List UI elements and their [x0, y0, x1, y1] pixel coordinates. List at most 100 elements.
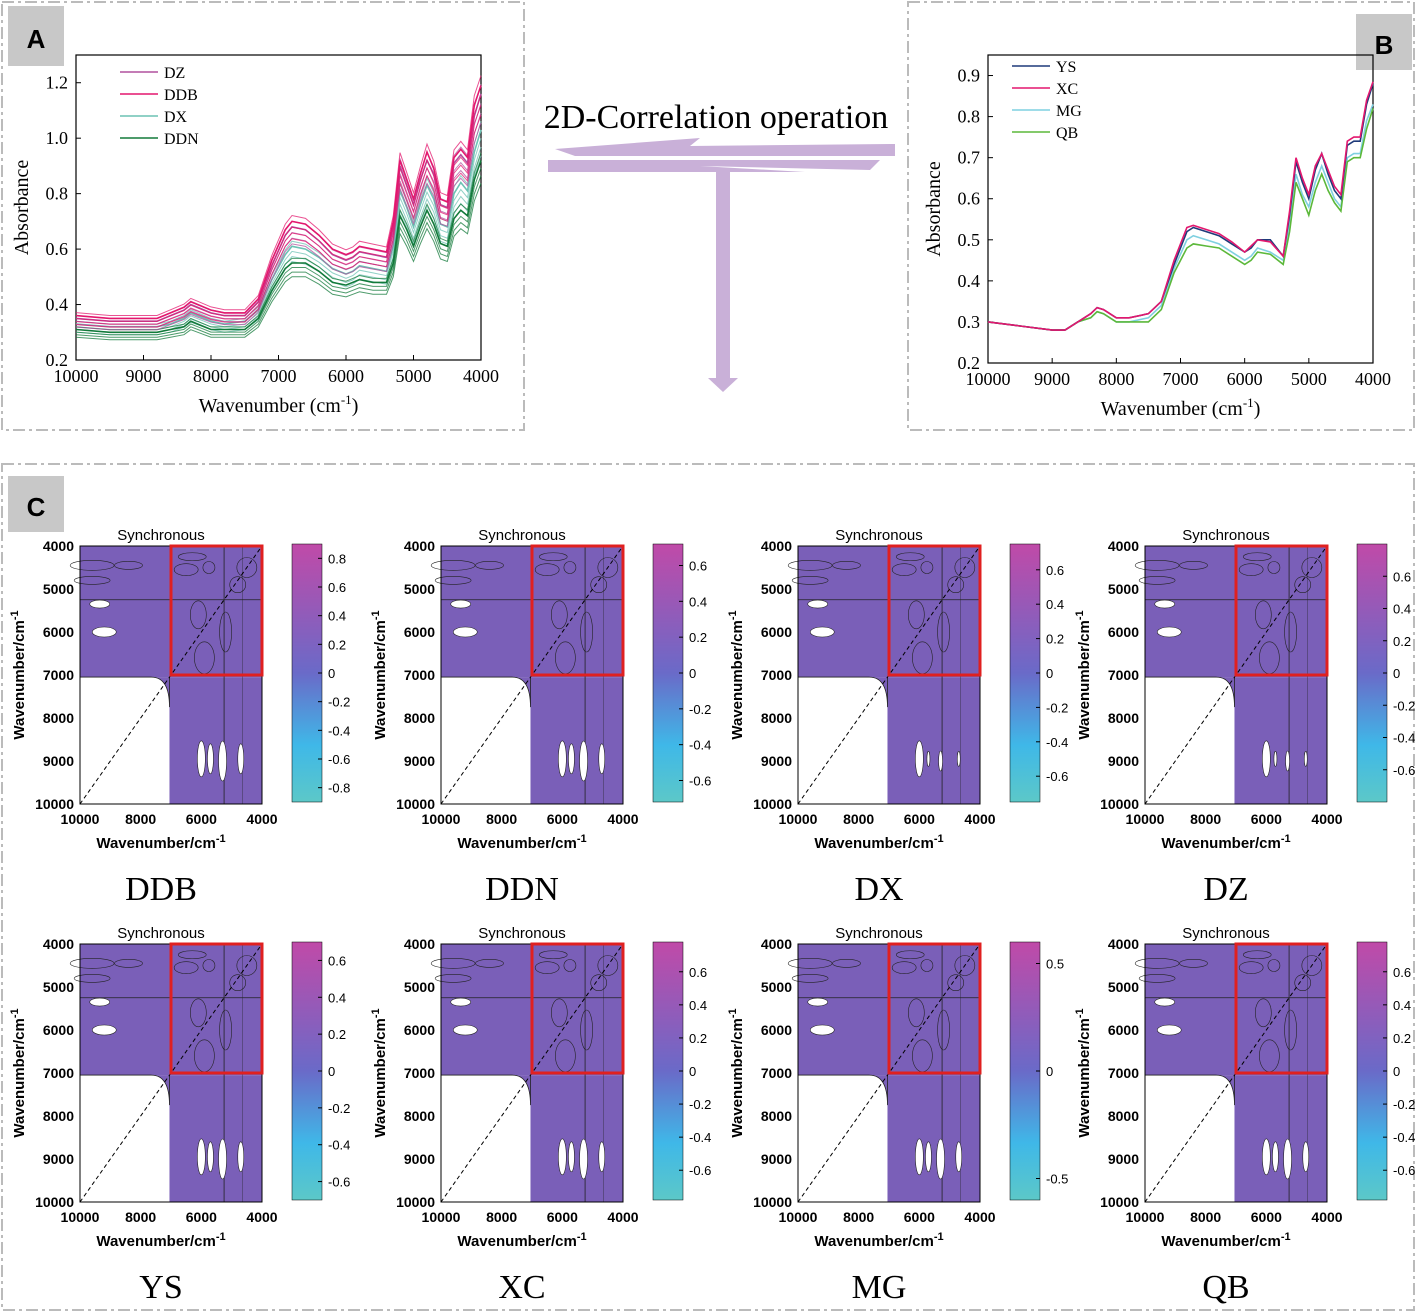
colorbar-tick-label: 0.8 [328, 551, 346, 566]
colorbar-tick-label: -0.4 [328, 723, 350, 738]
map-contour-blob [534, 961, 560, 974]
map-y-tick-label: 5000 [761, 979, 792, 995]
map-contour-blob [1179, 959, 1208, 968]
colorbar-tick-label: -0.4 [689, 738, 711, 753]
panel-c-frame [1, 463, 1415, 1311]
map-x-tick-label: 10000 [61, 811, 100, 827]
legend-label-xc: XC [1056, 81, 1078, 98]
map-contour-blob [202, 959, 216, 972]
map-y-tick-label: 9000 [404, 753, 435, 769]
map-y-tick-label: 6000 [404, 624, 435, 640]
colorbar-tick-label: 0.6 [1046, 563, 1064, 578]
map-highlight-box [169, 544, 264, 677]
map-contour-blob [895, 950, 925, 960]
map-contour-blob [550, 600, 568, 630]
map-contour-blob [597, 557, 619, 578]
map-x-tick-label: 10000 [779, 1209, 818, 1225]
colorbar-tick-label: -0.4 [328, 1138, 350, 1153]
colorbar-tick-label: 0 [1046, 666, 1053, 681]
map-contour-blob [832, 561, 861, 570]
map-contour-blob [1301, 955, 1323, 976]
series-line-xc [987, 81, 1374, 331]
colorbar [291, 941, 323, 1201]
map-contour-blob [114, 959, 143, 968]
map-sample-name: XC [498, 1269, 545, 1306]
map-dz: Synchronous 10000 8000 6000 4000 4000 5000 6000… [1074, 527, 1415, 908]
map-title: Synchronous [1182, 527, 1270, 544]
y-tick-label: 0.4 [46, 295, 69, 315]
map-contour-blob [563, 959, 577, 972]
map-hole [926, 751, 931, 767]
colorbar-tick-label: -0.2 [1393, 1097, 1415, 1112]
x-tick-label: 10000 [54, 366, 99, 386]
map-mg: Synchronous 10000 8000 6000 4000 4000 5000 6000… [727, 925, 1068, 1306]
colorbar-tick-label: 0 [328, 1064, 335, 1079]
map-sample-name: DX [854, 871, 903, 908]
map-x-tick-label: 4000 [1311, 1209, 1342, 1225]
series-line-ys [987, 83, 1374, 331]
y-tick-label: 0.5 [958, 230, 981, 250]
map-y-tick-label: 9000 [1108, 1151, 1139, 1167]
map-y-tick-label: 10000 [35, 796, 74, 812]
map-contour-blob [1134, 958, 1180, 969]
colorbar-tick-label: -0.6 [1393, 1163, 1415, 1178]
colorbar-tick-label: -0.6 [328, 752, 350, 767]
map-sample-name: QB [1202, 1269, 1249, 1306]
y-tick-label: 0.8 [46, 184, 69, 204]
colorbar-tick-label: 0.2 [1393, 1031, 1411, 1046]
y-tick-label: 0.9 [958, 66, 981, 86]
map-y-tick-label: 8000 [761, 1108, 792, 1124]
map-title: Synchronous [835, 527, 923, 544]
map-contour-blob [947, 576, 965, 594]
map-y-tick-label: 5000 [1108, 581, 1139, 597]
series-line-dz [75, 112, 482, 328]
map-x-axis-label: Wavenumber/cm-1 [1161, 833, 1290, 852]
map-y-tick-label: 6000 [761, 624, 792, 640]
map-x-axis-label: Wavenumber/cm-1 [1161, 1231, 1290, 1250]
map-contour-blob [787, 560, 833, 571]
map-y-axis-label: Wavenumber/cm-1 [1074, 610, 1093, 739]
x-tick-label: 6000 [328, 366, 364, 386]
colorbar-tick-label: -0.6 [689, 1163, 711, 1178]
map-y-tick-label: 9000 [761, 1151, 792, 1167]
colorbar-tick-label: 0.6 [1393, 965, 1411, 980]
panel-a-label: A [8, 6, 64, 66]
map-y-tick-label: 9000 [404, 1151, 435, 1167]
operation-arrows: 2D-Correlation operation [544, 99, 895, 392]
map-fill-right [530, 677, 623, 804]
map-hole [956, 751, 961, 767]
map-highlight-box [530, 544, 625, 677]
x-axis-label: Wavenumber (cm-1) [199, 392, 359, 417]
map-y-tick-label: 4000 [1108, 936, 1139, 952]
map-contour-blob [1138, 974, 1176, 983]
colorbar [1009, 543, 1041, 803]
map-xc: Synchronous 10000 8000 6000 4000 4000 5000 6000… [370, 925, 711, 1306]
map-y-tick-label: 4000 [404, 538, 435, 554]
colorbar [291, 543, 323, 803]
legend-label-qb: QB [1056, 125, 1078, 142]
series-line-ddb [75, 95, 482, 322]
map-contour-blob [173, 961, 199, 974]
map-contour-blob [475, 959, 504, 968]
map-y-tick-label: 9000 [761, 753, 792, 769]
map-x-tick-label: 10000 [1126, 811, 1165, 827]
map-y-tick-label: 6000 [1108, 1022, 1139, 1038]
map-x-tick-label: 8000 [1190, 1209, 1221, 1225]
map-contour-blob [69, 560, 115, 571]
map-y-tick-label: 7000 [43, 667, 74, 683]
chart-a: 10000 9000 8000 7000 6000 5000 4000 0.2 0.4 0.6 0.… [11, 54, 499, 417]
colorbar-tick-label: -0.8 [328, 781, 350, 796]
map-x-tick-label: 8000 [486, 811, 517, 827]
svg-text:A: A [27, 24, 46, 54]
colorbar-tick-label: -0.4 [1393, 1130, 1415, 1145]
map-highlight-box [1234, 544, 1329, 677]
map-contour-blob [787, 958, 833, 969]
map-x-axis-label: Wavenumber/cm-1 [814, 833, 943, 852]
map-y-axis-label: Wavenumber/cm-1 [9, 1008, 28, 1137]
map-y-tick-label: 8000 [404, 710, 435, 726]
colorbar-tick-label: 0.6 [328, 580, 346, 595]
colorbar-tick-label: 0 [689, 1064, 696, 1079]
legend-label-dx: DX [164, 109, 188, 126]
map-title: Synchronous [117, 527, 205, 544]
panel-a-frame [1, 1, 525, 431]
